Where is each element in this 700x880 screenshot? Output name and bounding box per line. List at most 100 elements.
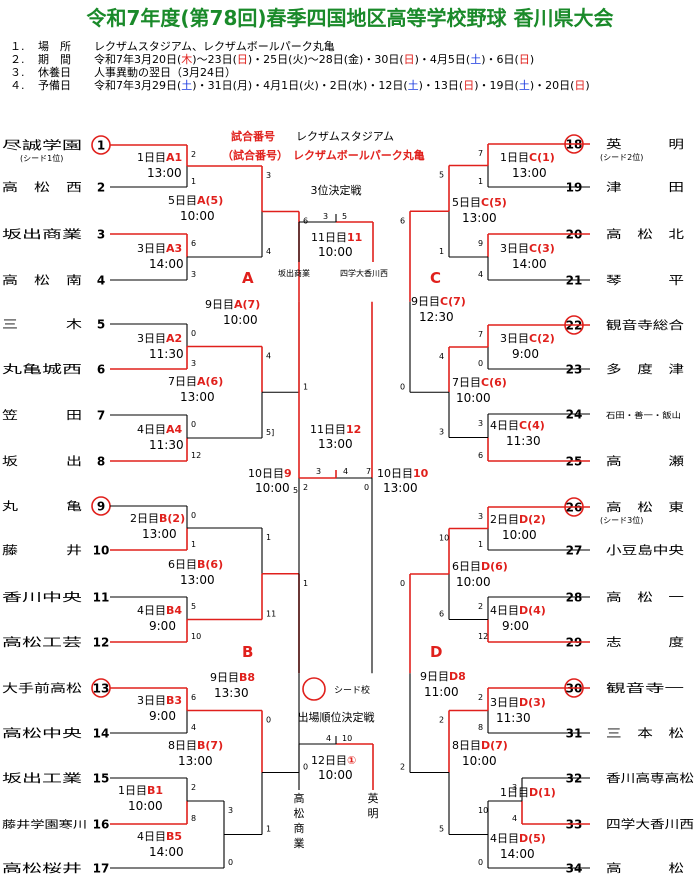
game-time: 10:00: [128, 799, 163, 813]
info-line: ３. 休養日 人事異動の翌日（3月24日）: [10, 66, 236, 79]
team-number: 6: [97, 363, 105, 377]
score: 3: [512, 783, 517, 792]
game-time: 13:00: [142, 527, 177, 541]
score: 1: [191, 177, 196, 186]
game-time: 13:00: [180, 573, 215, 587]
game-day: 5日目C(5): [452, 196, 507, 209]
score: 0: [478, 359, 483, 368]
game-time: 14:00: [512, 257, 547, 271]
score: 6: [400, 216, 405, 225]
qualifier-team: 業: [294, 837, 305, 850]
team-name: 津 田: [606, 180, 684, 194]
seed-note: (シード3位): [600, 515, 643, 525]
game-time: 10:00: [456, 391, 491, 405]
game-number: A(5): [197, 194, 223, 207]
info-key: 休養日: [38, 66, 71, 79]
page-title: 令和7年度(第78回)春季四国地区高等学校野球 香川県大会: [86, 6, 614, 30]
score: 5: [439, 825, 444, 834]
score: 3: [323, 212, 328, 221]
info-key: 予備日: [38, 79, 71, 92]
game-number: C(6): [481, 376, 507, 389]
score: 0: [400, 579, 405, 588]
game-number: B(6): [197, 558, 223, 571]
score: 8: [191, 814, 196, 823]
team-number: 9: [97, 500, 105, 514]
seed-legend-icon: [302, 677, 326, 701]
block-label: B: [242, 643, 253, 661]
game-number: D8: [449, 670, 466, 683]
game-day: 3日目B3: [137, 694, 182, 707]
score: 7: [478, 149, 483, 158]
score: 4: [326, 734, 331, 743]
game-day: 9日目B8: [210, 671, 255, 684]
info-text: )・6日(: [481, 53, 519, 66]
game-day: 1日目A1: [137, 151, 182, 164]
team-name: 高松中央: [2, 726, 83, 740]
game-number: C(5): [481, 196, 507, 209]
team-name: 香川中央: [2, 590, 83, 604]
game-day: 4日目B5: [137, 830, 182, 843]
game-number: 9: [284, 467, 292, 480]
game-day: 3日目C(3): [500, 242, 555, 255]
game-day: 10日目9: [248, 467, 292, 480]
team-name: 観音寺総合: [606, 318, 685, 332]
game-day: 3日目D(3): [490, 696, 546, 709]
team-name: 高松桜井: [2, 861, 82, 875]
game-number: C(7): [440, 295, 466, 308]
info-text: 土: [407, 79, 419, 92]
game-number: A3: [166, 242, 182, 255]
game-time: 14:00: [149, 257, 184, 271]
team-number: 12: [93, 636, 110, 650]
team-name: 坂 出: [2, 454, 82, 468]
score: 4: [512, 814, 517, 823]
game-time: 12:30: [419, 310, 454, 324]
game-number: D(2): [519, 513, 546, 526]
game-time: 10:00: [255, 481, 290, 495]
team-name: 坂出工業: [2, 771, 83, 785]
game-day: 11日目12: [310, 423, 361, 436]
game-time: 10:00: [502, 528, 537, 542]
info-line: １. 場 所 レクザムスタジアム、レクザムボールパーク丸亀: [10, 40, 335, 53]
team-name: 高 松 東: [606, 500, 685, 514]
team-name: 高 瀬: [606, 454, 685, 468]
game-time: 13:00: [147, 166, 182, 180]
game-number: D(3): [519, 696, 546, 709]
score: 0: [364, 483, 369, 492]
seed-note: (シード1位): [20, 153, 63, 163]
score: 1: [303, 579, 308, 588]
score: 8: [478, 723, 483, 732]
game-day: 4日目D(4): [490, 604, 546, 617]
game-time: 13:30: [214, 686, 249, 700]
game-number: D(6): [481, 560, 508, 573]
info-text: 日: [403, 53, 415, 66]
score: 1: [191, 540, 196, 549]
score: 2: [191, 150, 196, 159]
info-text: 令和7年3月20日(: [94, 53, 182, 66]
score: 7: [366, 467, 371, 476]
info-text: 日: [518, 53, 530, 66]
team-name: 四学大香川西: [606, 817, 694, 831]
info-text: 令和7年3月29日(: [94, 79, 182, 92]
score: 4: [478, 270, 483, 279]
game-day: 2日目D(2): [490, 513, 546, 526]
game-day: 9日目C(7): [411, 295, 466, 308]
score: 0: [191, 329, 196, 338]
game-day: 10日目10: [377, 467, 429, 480]
game-day: 4日目A4: [137, 423, 183, 436]
game-number: C(2): [529, 332, 555, 345]
team-name: 坂出商業: [2, 227, 83, 241]
score: 10: [342, 734, 352, 743]
info-text: レクザムスタジアム、レクザムボールパーク丸亀: [94, 40, 335, 53]
game-time: 14:00: [149, 845, 184, 859]
qualifier-team: 明: [368, 807, 379, 820]
qualifier-team: 松: [294, 806, 305, 820]
game-time: 10:00: [456, 575, 491, 589]
team-name: 琴 平: [606, 273, 684, 287]
score: 4: [266, 247, 271, 256]
game-day: 1日目B1: [118, 784, 163, 797]
game-day: 4日目C(4): [490, 419, 545, 432]
block-label: A: [242, 269, 254, 287]
legend-label: （試合番号）: [222, 148, 288, 162]
team-name: 藤井学園寒川: [2, 818, 87, 831]
game-number: B3: [166, 694, 182, 707]
